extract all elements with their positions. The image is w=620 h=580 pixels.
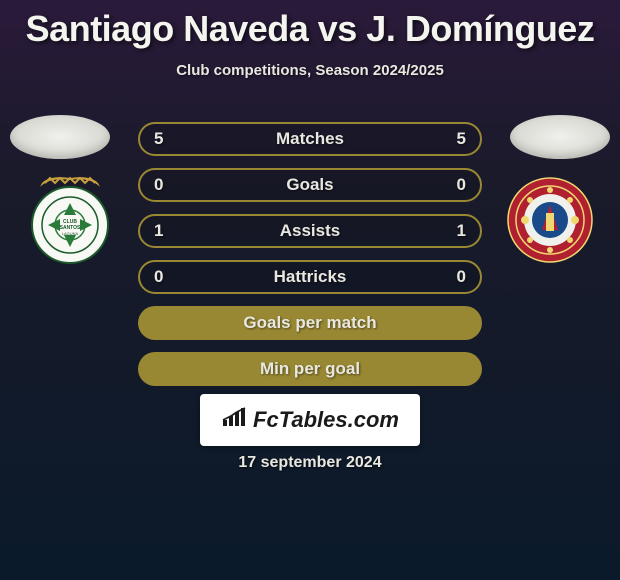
stat-row-assists: 1 Assists 1 <box>138 214 482 248</box>
player-avatar-right <box>510 115 610 159</box>
logo-box: FcTables.com <box>200 394 420 446</box>
stat-label: Hattricks <box>163 267 456 287</box>
stat-row-hattricks: 0 Hattricks 0 <box>138 260 482 294</box>
stats-container: 5 Matches 5 0 Goals 0 1 Assists 1 0 Hatt… <box>138 122 482 398</box>
stat-label: Goals <box>163 175 456 195</box>
player-avatar-left <box>10 115 110 159</box>
date-label: 17 september 2024 <box>0 454 620 472</box>
stat-label: Min per goal <box>260 359 360 379</box>
logo-text: FcTables.com <box>221 406 399 434</box>
subtitle: Club competitions, Season 2024/2025 <box>0 62 620 79</box>
logo-chart-icon <box>221 406 249 434</box>
stat-row-goals-per-match: Goals per match <box>138 306 482 340</box>
stat-right-value: 1 <box>457 221 466 241</box>
svg-text:LAGUNA: LAGUNA <box>62 231 79 236</box>
stat-right-value: 5 <box>457 129 466 149</box>
stat-label: Goals per match <box>243 313 376 333</box>
stat-left-value: 0 <box>154 175 163 195</box>
stat-label: Assists <box>163 221 456 241</box>
team-badge-right <box>500 175 600 265</box>
team-badge-left: CLUB SANTOS LAGUNA <box>20 175 120 265</box>
stat-row-matches: 5 Matches 5 <box>138 122 482 156</box>
stat-left-value: 0 <box>154 267 163 287</box>
page-title: Santiago Naveda vs J. Domínguez <box>0 0 620 50</box>
stat-right-value: 0 <box>457 175 466 195</box>
stat-right-value: 0 <box>457 267 466 287</box>
stat-row-goals: 0 Goals 0 <box>138 168 482 202</box>
stat-row-min-per-goal: Min per goal <box>138 352 482 386</box>
stat-label: Matches <box>163 129 456 149</box>
stat-left-value: 5 <box>154 129 163 149</box>
logo-label: FcTables.com <box>253 407 399 433</box>
stat-left-value: 1 <box>154 221 163 241</box>
